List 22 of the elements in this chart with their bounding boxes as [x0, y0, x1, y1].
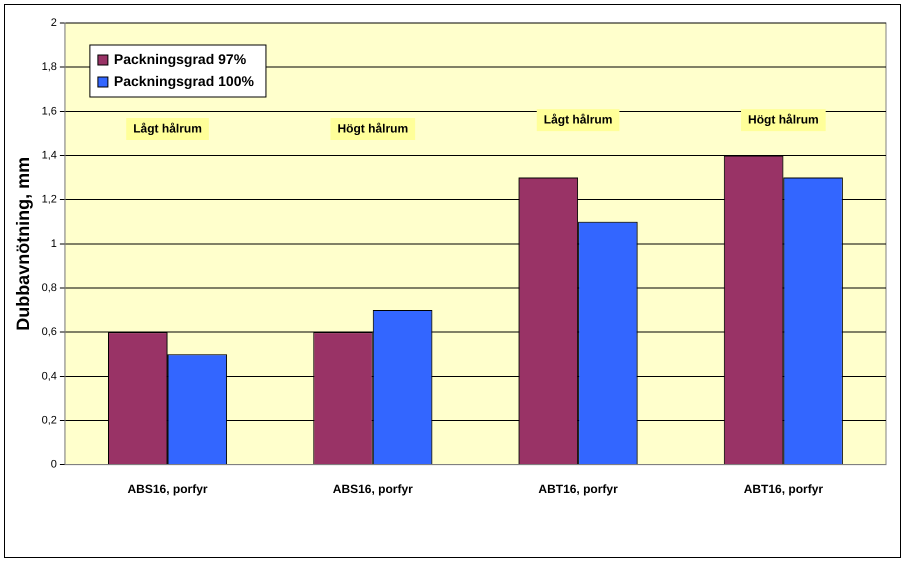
annotation: Lågt hålrum: [133, 121, 202, 136]
y-tick-label: 1: [50, 238, 57, 250]
x-tick-label: ABS16, porfyr: [128, 482, 208, 496]
annotation: Högt hålrum: [337, 121, 408, 136]
y-tick-label: 1,8: [42, 61, 57, 74]
y-tick-label: 1,4: [42, 150, 57, 162]
annotation: Högt hålrum: [748, 112, 819, 126]
legend-label: Packningsgrad 97%: [114, 50, 247, 67]
y-tick-label: 0,8: [42, 282, 57, 294]
legend-label: Packningsgrad 100%: [114, 72, 255, 89]
y-tick-label: 1,2: [42, 194, 57, 206]
y-tick-label: 0: [50, 458, 57, 471]
y-tick-label: 0,2: [42, 414, 57, 426]
x-tick-label: ABS16, porfyr: [332, 482, 414, 496]
y-tick-label: 1,6: [42, 105, 57, 118]
y-axis-title: Dubbavnötning, mm: [12, 156, 33, 331]
y-tick-label: 2: [50, 17, 57, 30]
x-tick-label: ABT16, porfyr: [538, 482, 618, 496]
x-tick-label: ABT16, porfyr: [744, 482, 824, 496]
y-tick-label: 0,4: [42, 370, 57, 382]
annotation: Lågt hålrum: [544, 112, 612, 126]
y-tick-label: 0,6: [42, 326, 57, 338]
